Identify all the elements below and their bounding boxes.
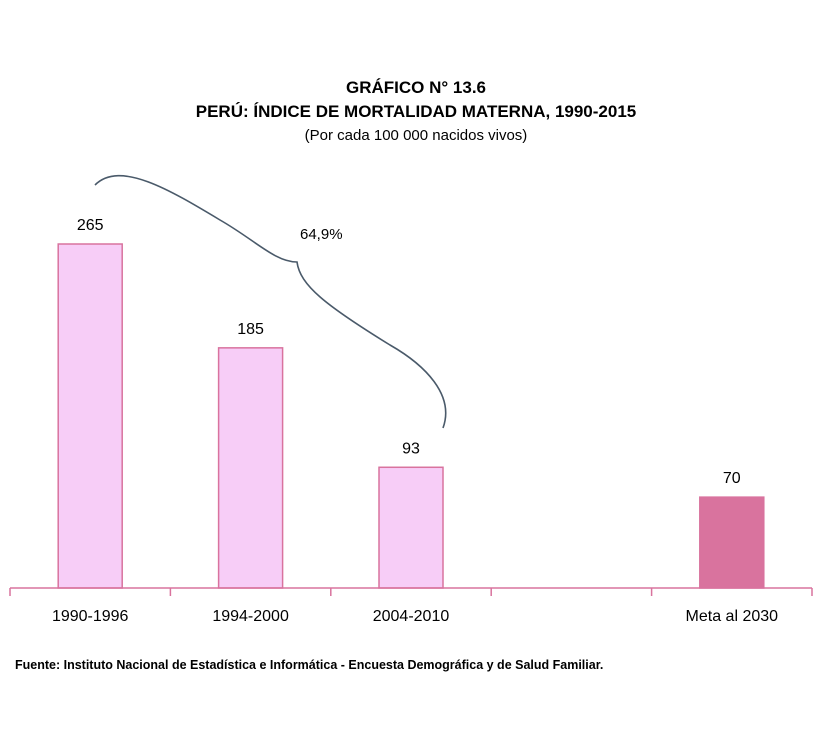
chart-title: PERÚ: ÍNDICE DE MORTALIDAD MATERNA, 1990… bbox=[195, 102, 637, 121]
bar-value-label: 70 bbox=[723, 470, 741, 487]
x-tick-label: 2004-2010 bbox=[373, 608, 450, 625]
x-axis: 1990-1996 1994-2000 2004-2010 Meta al 2030 bbox=[9, 587, 813, 625]
bar bbox=[57, 243, 123, 589]
bar bbox=[217, 347, 284, 589]
annotation-label: 64,9% bbox=[300, 226, 343, 243]
bar-value-label: 185 bbox=[237, 321, 264, 338]
bars-layer: 265 185 93 70 bbox=[57, 217, 765, 589]
chart-subtitle: (Por cada 100 000 nacidos vivos) bbox=[304, 127, 528, 144]
x-tick-label: Meta al 2030 bbox=[686, 608, 779, 625]
bar bbox=[378, 466, 444, 589]
x-tick-label: 1994-2000 bbox=[212, 608, 289, 625]
annotation-brace bbox=[94, 175, 447, 429]
bar-value-label: 265 bbox=[77, 217, 104, 234]
x-tick-label: 1990-1996 bbox=[52, 608, 129, 625]
bar-value-label: 93 bbox=[402, 440, 420, 457]
bar bbox=[699, 496, 765, 589]
source-note: Fuente: Instituto Nacional de Estadístic… bbox=[15, 658, 604, 672]
chart-number: GRÁFICO N° 13.6 bbox=[346, 78, 486, 97]
